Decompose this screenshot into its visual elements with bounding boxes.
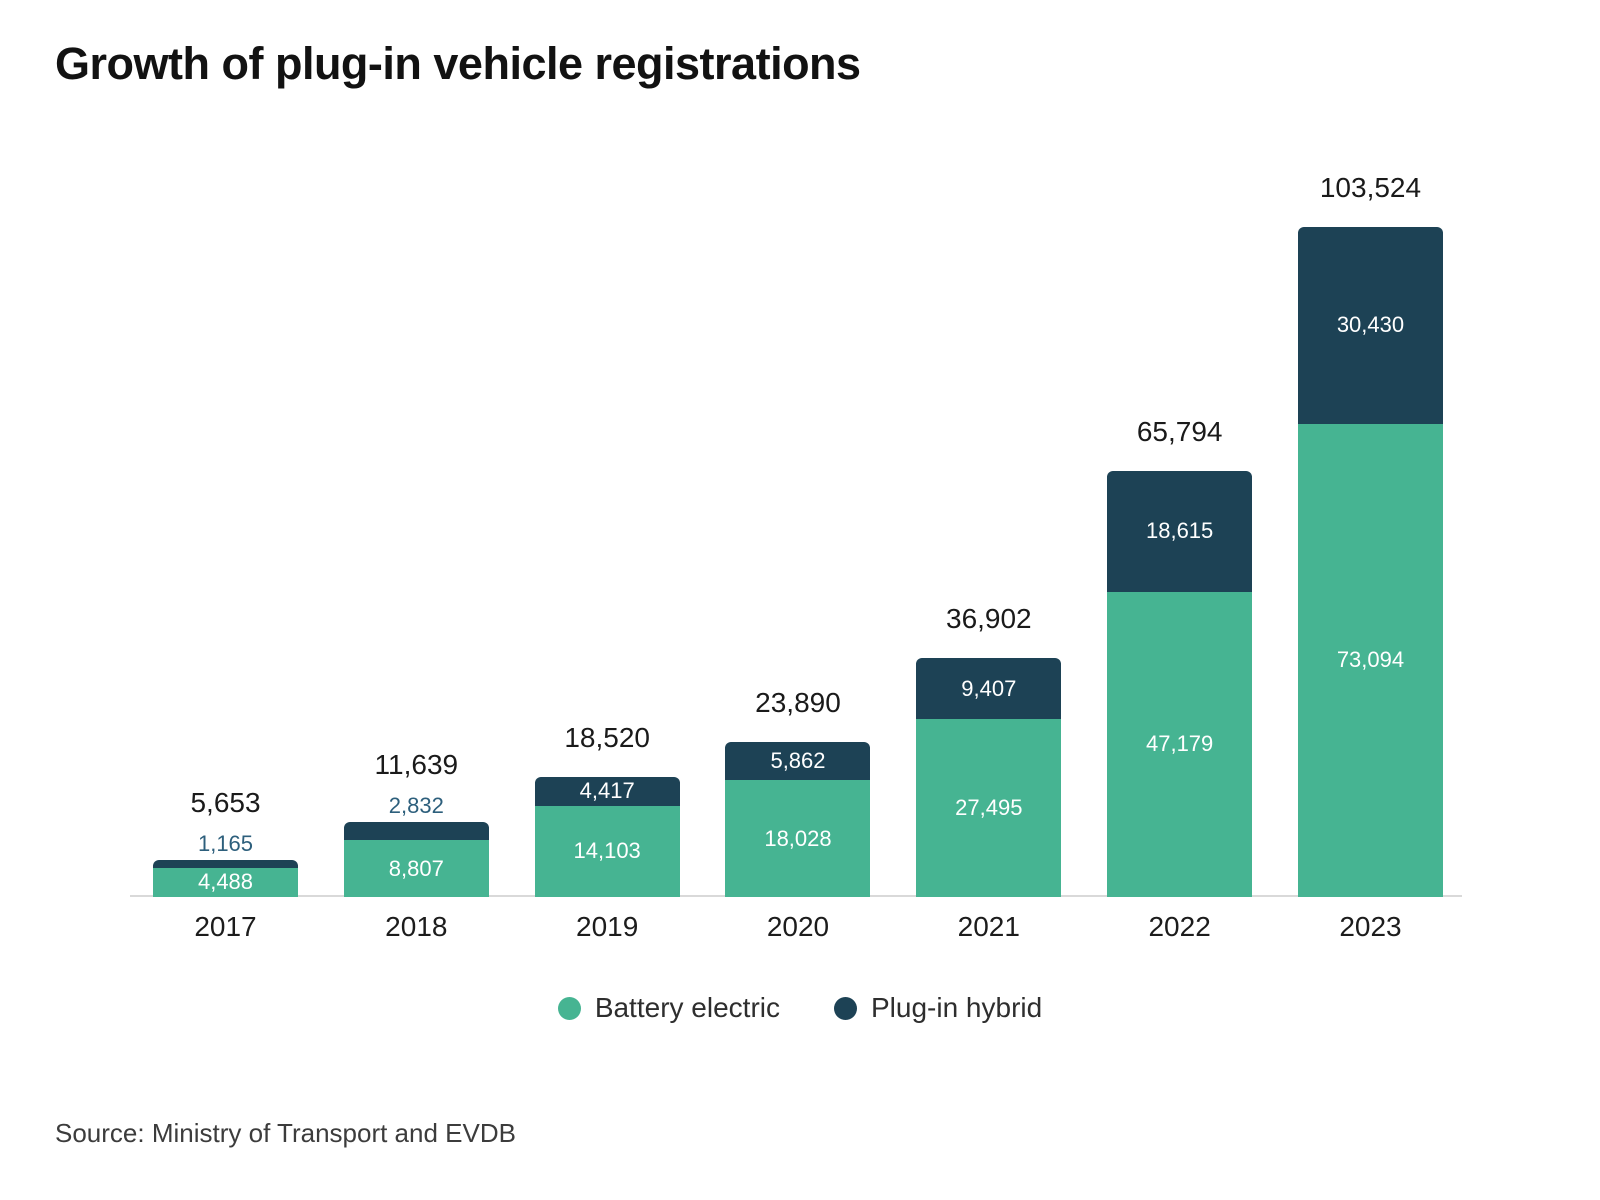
legend-item-plug-in-hybrid: Plug-in hybrid xyxy=(833,992,1043,1024)
stacked-bar-2019: 4,417 14,103 xyxy=(534,777,680,897)
bev-value-label-2021: 27,495 xyxy=(955,795,1023,821)
bar-group-2020: 23,890 5,862 18,028 2020 xyxy=(725,200,871,942)
bar-columns: 5,653 1,165 4,488 2017 11,639 2,832 8,807 2018 1… xyxy=(153,173,1443,942)
legend-label: Plug-in hybrid xyxy=(870,992,1043,1023)
bev-segment-2022: 47,179 xyxy=(1107,591,1253,897)
total-label-2020: 23,890 xyxy=(755,687,841,719)
total-label-2018: 11,639 xyxy=(374,748,459,780)
phev-segment-2021: 9,407 xyxy=(916,658,1062,720)
bev-value-label-2017: 4,488 xyxy=(197,869,254,895)
bev-value-label-2020: 18,028 xyxy=(764,825,832,851)
phev-value-label-2021: 9,407 xyxy=(961,675,1017,701)
chart-title: Growth of plug-in vehicle registrations xyxy=(55,38,861,89)
bev-value-label-2019: 14,103 xyxy=(573,838,641,864)
x-tick-label-2021: 2021 xyxy=(957,911,1020,942)
x-tick-label-2020: 2020 xyxy=(766,911,830,942)
phev-segment-2023: 30,430 xyxy=(1297,227,1443,424)
bev-segment-2019: 14,103 xyxy=(534,805,680,897)
phev-value-label-2019: 4,417 xyxy=(579,778,635,804)
bev-segment-2023: 73,094 xyxy=(1297,423,1443,897)
x-tick-label-2019: 2019 xyxy=(576,911,639,942)
bar-group-2022: 65,794 18,615 47,179 2022 xyxy=(1107,200,1253,942)
phev-segment-2017 xyxy=(153,860,298,868)
phev-value-label-2017: 1,165 xyxy=(197,831,254,857)
phev-segment-2020: 5,862 xyxy=(725,742,871,781)
legend-swatch-icon xyxy=(557,996,581,1020)
stacked-bar-2018: 8,807 xyxy=(343,821,489,897)
legend-label: Battery electric xyxy=(594,992,780,1023)
bar-group-2021: 36,902 9,407 27,495 2021 xyxy=(916,200,1062,942)
phev-value-label-2018: 2,832 xyxy=(388,792,444,818)
stacked-bar-2022: 18,615 47,179 xyxy=(1107,471,1253,897)
phev-value-label-2023: 30,430 xyxy=(1336,312,1405,338)
phev-value-label-2022: 18,615 xyxy=(1145,518,1214,544)
total-label-2017: 5,653 xyxy=(190,787,261,819)
bar-group-2017: 5,653 1,165 4,488 2017 xyxy=(153,200,298,942)
total-label-2021: 36,902 xyxy=(945,603,1032,635)
bev-segment-2018: 8,807 xyxy=(343,840,489,897)
bev-value-label-2018: 8,807 xyxy=(388,855,444,881)
phev-segment-2018 xyxy=(343,821,489,841)
stacked-bar-2023: 30,430 73,094 xyxy=(1297,227,1443,897)
x-tick-label-2023: 2023 xyxy=(1339,911,1402,942)
total-label-2019: 18,520 xyxy=(564,722,650,754)
total-label-2022: 65,794 xyxy=(1136,416,1223,448)
legend-item-battery-electric: Battery electric xyxy=(557,992,780,1024)
source-note: Source: Ministry of Transport and EVDB xyxy=(55,1118,516,1148)
phev-segment-2019: 4,417 xyxy=(534,777,680,806)
bar-group-2018: 11,639 2,832 8,807 2018 xyxy=(343,200,489,942)
x-tick-label-2018: 2018 xyxy=(385,911,448,942)
stacked-bar-2020: 5,862 18,028 xyxy=(725,742,871,897)
x-tick-label-2017: 2017 xyxy=(194,911,257,942)
bev-segment-2021: 27,495 xyxy=(916,719,1062,897)
stacked-bar-2021: 9,407 27,495 xyxy=(916,658,1062,897)
bev-value-label-2022: 47,179 xyxy=(1145,731,1214,757)
bar-group-2019: 18,520 4,417 14,103 2019 xyxy=(534,200,680,942)
x-tick-label-2022: 2022 xyxy=(1148,911,1211,942)
phev-segment-2022: 18,615 xyxy=(1107,471,1253,592)
plot-area: 5,653 1,165 4,488 2017 11,639 2,832 8,807 2018 1… xyxy=(130,173,1462,942)
phev-value-label-2020: 5,862 xyxy=(770,748,826,774)
legend-swatch-icon xyxy=(833,996,857,1020)
bev-value-label-2023: 73,094 xyxy=(1336,647,1405,673)
bar-group-2023: 103,524 30,430 73,094 2023 xyxy=(1297,173,1443,942)
stacked-bar-2017: 4,488 xyxy=(153,860,298,897)
bev-segment-2020: 18,028 xyxy=(725,780,871,897)
legend: Battery electric Plug-in hybrid xyxy=(0,992,1600,1024)
bev-segment-2017: 4,488 xyxy=(153,867,298,897)
total-label-2023: 103,524 xyxy=(1319,172,1422,203)
